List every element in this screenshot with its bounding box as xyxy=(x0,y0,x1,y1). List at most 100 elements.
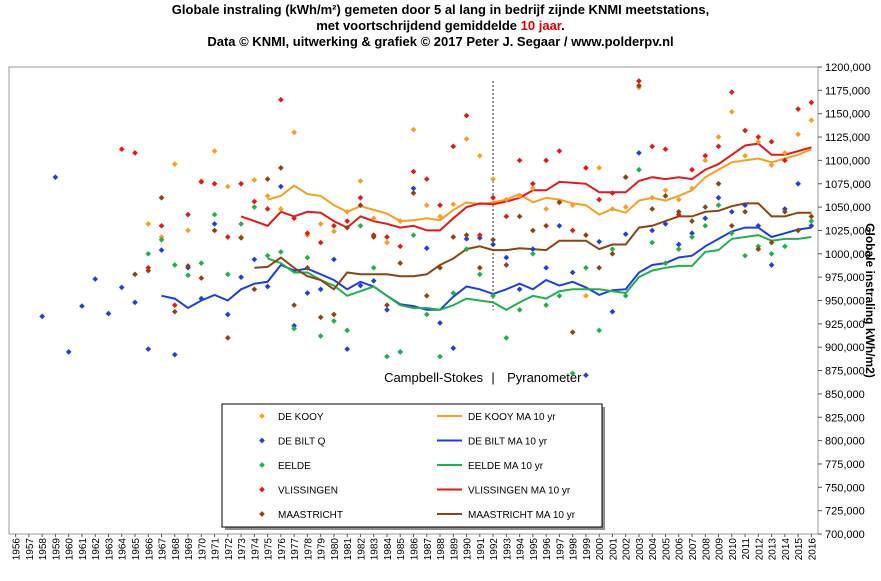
data-point xyxy=(675,246,682,252)
x-tick-label: 1970 xyxy=(197,538,208,561)
y-tick-label: 800,000 xyxy=(825,436,865,448)
data-point xyxy=(171,351,178,358)
x-tick-label: 1993 xyxy=(502,538,513,561)
y-tick-label: 1050,000 xyxy=(825,202,871,214)
legend-label-vlissingen: VLISSINGEN xyxy=(278,486,338,497)
data-point xyxy=(503,262,510,268)
x-tick-label: 1956 xyxy=(12,538,23,561)
data-point xyxy=(344,218,351,224)
y-tick-label: 900,000 xyxy=(825,342,865,354)
data-point xyxy=(742,152,748,159)
x-tick-label: 1975 xyxy=(264,538,275,561)
data-point xyxy=(317,333,324,339)
data-point xyxy=(662,146,669,153)
annotation-separator: | xyxy=(491,370,494,385)
x-tick-label: 1964 xyxy=(118,538,129,561)
y-tick-label: 725,000 xyxy=(825,506,865,518)
data-point xyxy=(344,346,351,352)
data-point xyxy=(304,254,311,261)
data-point xyxy=(145,267,152,274)
data-point xyxy=(238,274,244,280)
data-point xyxy=(689,230,695,237)
y-tick-label: 1000,000 xyxy=(825,249,871,261)
data-point xyxy=(238,235,244,241)
data-point xyxy=(437,353,443,360)
legend-label-ma-maastricht: MAASTRICHT MA 10 yr xyxy=(468,510,576,521)
data-point xyxy=(291,129,297,136)
x-tick-label: 1971 xyxy=(211,538,222,561)
series-line-de_kooy xyxy=(267,148,812,223)
legend: DE KOOY DE BILT Q EELDE VLISSINGEN MAASTRICH… xyxy=(221,403,605,530)
data-point xyxy=(556,148,563,154)
data-point xyxy=(636,166,642,173)
data-point xyxy=(410,185,417,192)
data-point xyxy=(768,250,775,257)
data-point xyxy=(728,222,735,229)
x-tick-label: 1963 xyxy=(104,538,115,561)
series-line-de_bilt xyxy=(161,226,812,311)
x-tick-label: 1960 xyxy=(65,538,76,561)
data-point xyxy=(768,262,775,268)
data-point xyxy=(808,99,815,106)
data-point xyxy=(291,325,297,332)
data-point xyxy=(171,262,178,268)
x-tick-label: 2008 xyxy=(701,538,712,561)
chart-title-line-1: Globale instraling (kWh/m²) gemeten door… xyxy=(171,2,710,17)
data-point xyxy=(410,126,417,133)
data-point xyxy=(450,201,457,208)
data-point xyxy=(185,272,191,279)
data-point xyxy=(132,271,138,278)
y-axis-title: Globale instraling kWh/m2) xyxy=(863,223,877,378)
data-point xyxy=(583,293,589,299)
data-point xyxy=(662,187,669,194)
legend-marker-eelde xyxy=(259,462,265,468)
y-tick-label: 950,000 xyxy=(825,296,865,308)
x-tick-label: 1981 xyxy=(343,538,354,561)
data-point xyxy=(543,157,549,164)
data-point xyxy=(278,206,284,212)
data-point xyxy=(596,327,603,334)
data-point xyxy=(145,221,152,227)
data-point xyxy=(795,227,801,234)
y-tick-label: 1025,000 xyxy=(825,225,871,237)
data-point xyxy=(503,335,510,341)
data-point xyxy=(397,349,404,355)
y-tick-label: 850,000 xyxy=(825,389,865,401)
data-point xyxy=(476,232,483,238)
data-point xyxy=(463,136,470,142)
legend-label-de_kooy: DE KOOY xyxy=(278,412,324,423)
data-point xyxy=(476,152,483,159)
x-tick-label: 1961 xyxy=(78,538,89,561)
data-point xyxy=(569,202,576,209)
data-point xyxy=(198,295,205,302)
x-tick-label: 1984 xyxy=(383,538,394,561)
data-point xyxy=(569,370,576,377)
data-point xyxy=(649,194,656,201)
x-tick-label: 2013 xyxy=(768,538,779,561)
x-tick-label: 1982 xyxy=(356,538,367,561)
data-point xyxy=(132,150,138,156)
data-point xyxy=(224,271,231,278)
data-point xyxy=(556,293,563,299)
data-point xyxy=(423,311,430,318)
data-point xyxy=(65,349,72,355)
data-point xyxy=(450,234,457,240)
legend-marker-de_bilt xyxy=(259,437,265,444)
x-tick-label: 2005 xyxy=(661,538,672,561)
data-point xyxy=(675,208,682,215)
data-point xyxy=(530,185,536,192)
data-point xyxy=(264,176,271,182)
data-point xyxy=(516,157,523,164)
data-point xyxy=(636,150,642,156)
data-point xyxy=(278,96,284,103)
data-point xyxy=(264,252,271,259)
data-point xyxy=(583,264,589,271)
data-point xyxy=(609,250,616,257)
data-point xyxy=(516,193,523,199)
data-point xyxy=(410,168,417,175)
data-point xyxy=(530,180,536,187)
data-point xyxy=(768,239,775,246)
x-tick-label: 2015 xyxy=(794,538,805,561)
data-point xyxy=(490,241,496,248)
data-point xyxy=(384,239,390,246)
